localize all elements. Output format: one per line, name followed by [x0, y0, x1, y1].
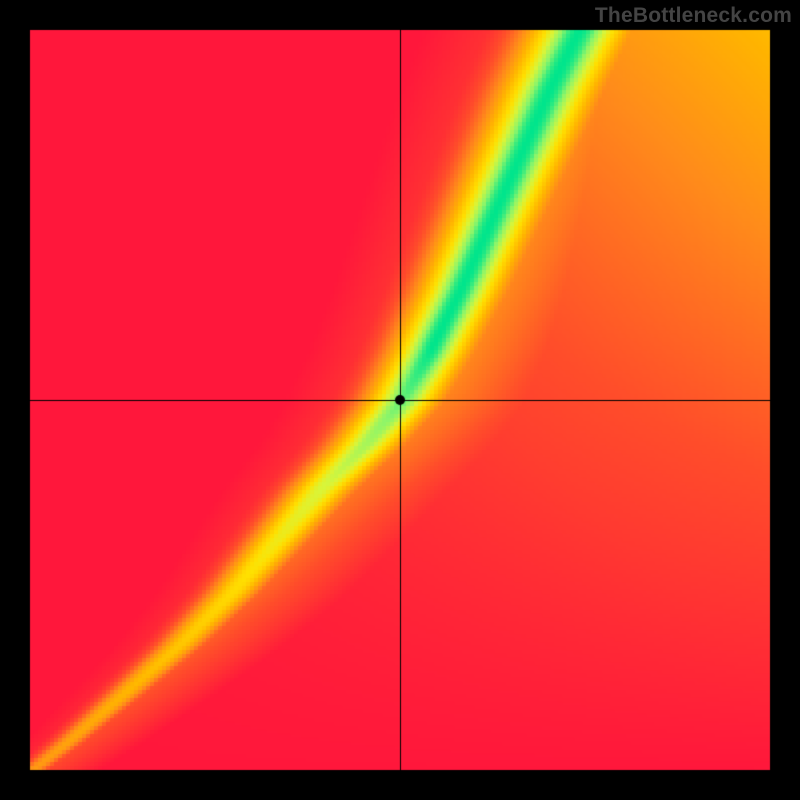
heatmap-canvas: [0, 0, 800, 800]
watermark-text: TheBottleneck.com: [595, 4, 792, 28]
chart-container: TheBottleneck.com: [0, 0, 800, 800]
